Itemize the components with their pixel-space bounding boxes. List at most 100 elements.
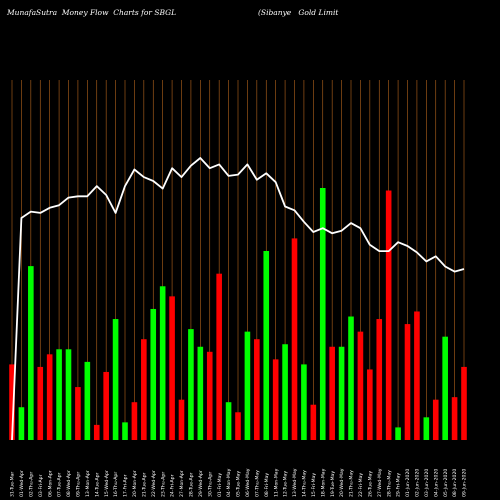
x-tick-label: 13-Mon-Apr: [85, 470, 91, 497]
money-flow-bar: [197, 346, 204, 440]
x-tick-label: 29-Wed-Apr: [198, 470, 204, 497]
x-tick-label: 17-Fri-Apr: [123, 474, 129, 497]
money-flow-bar: [244, 331, 251, 440]
x-tick-label: 28-Thu-May: [386, 470, 392, 497]
x-tick-label: 09-Thu-Apr: [76, 472, 82, 497]
money-flow-bar: [141, 339, 147, 440]
money-flow-bar: [188, 329, 194, 440]
money-flow-bar: [75, 387, 81, 440]
money-flow-bar: [37, 366, 44, 440]
money-flow-bar: [178, 399, 185, 440]
x-tick-label: 01-Fri-May: [217, 473, 223, 497]
money-flow-bar: [432, 399, 439, 440]
x-tick-label: 29-Fri-May: [396, 473, 402, 497]
money-flow-bar: [112, 319, 119, 440]
money-flow-bar: [395, 427, 401, 440]
x-tick-label: 14-Tue-Apr: [94, 472, 100, 497]
money-flow-bar: [254, 339, 260, 440]
money-flow-bar: [291, 238, 298, 440]
x-tick-label: 21-Tue-Apr: [141, 472, 147, 497]
money-flow-bar: [65, 349, 72, 440]
x-tick-label: 31-Tue-Mar: [10, 472, 16, 497]
x-tick-label: 02-Thu-Apr: [28, 472, 34, 497]
money-flow-bar: [385, 190, 392, 440]
money-flow-bar: [348, 316, 354, 440]
money-flow-bar: [282, 344, 288, 440]
x-tick-label: 16-Thu-Apr: [113, 472, 119, 497]
money-flow-bar: [357, 331, 364, 440]
x-tick-label: 03-Fri-Apr: [38, 474, 44, 497]
x-tick-label: 04-Jun-2020: [433, 469, 439, 497]
x-tick-label: 08-Jun-2020: [452, 469, 458, 497]
x-tick-label: 30-Thu-Apr: [207, 472, 213, 497]
x-tick-label: 27-Mon-Apr: [179, 470, 185, 497]
company-name: (Sibanye Gold Limit: [258, 8, 339, 17]
money-flow-bar: [263, 251, 270, 440]
money-flow-bar: [461, 366, 467, 440]
x-tick-label: 18-Mon-May: [320, 468, 326, 497]
x-tick-label: 21-Thu-May: [349, 470, 355, 497]
money-flow-bar: [150, 308, 157, 440]
x-tick-label: 15-Wed-Apr: [104, 470, 110, 497]
x-tick-label: 27-Wed-May: [377, 468, 383, 497]
money-flow-bar: [272, 359, 279, 440]
x-tick-label: 03-Jun-2020: [424, 469, 430, 497]
x-tick-label: 22-Fri-May: [358, 473, 364, 497]
x-tick-label: 06-Wed-May: [245, 468, 251, 497]
x-tick-label: 05-Tue-May: [236, 471, 242, 497]
money-flow-bar: [103, 371, 109, 440]
money-flow-bar: [404, 324, 411, 440]
money-flow-bar: [206, 351, 213, 440]
money-flow-bar: [338, 346, 345, 440]
money-flow-bar: [451, 397, 458, 440]
x-tick-label: 13-Wed-May: [292, 468, 298, 497]
money-flow-bar: [329, 346, 335, 440]
x-tick-label: 20-Mon-Apr: [132, 470, 138, 497]
x-tick-label: 01-Jun-2020: [405, 469, 411, 497]
money-flow-bar: [301, 364, 307, 440]
x-tick-label: 08-Fri-May: [264, 473, 270, 497]
money-flow-bar: [84, 361, 91, 440]
x-tick-label: 28-Tue-Apr: [189, 472, 195, 497]
x-tick-label: 22-Wed-Apr: [151, 470, 157, 497]
x-tick-label: 15-Fri-May: [311, 473, 317, 497]
money-flow-bar: [216, 273, 222, 440]
x-tick-label: 19-Tue-May: [330, 471, 336, 497]
money-flow-bar: [122, 422, 128, 440]
money-flow-bar: [225, 402, 232, 440]
x-tick-label: 26-Tue-May: [367, 471, 373, 497]
money-flow-bar: [235, 412, 241, 440]
money-flow-bar: [310, 404, 317, 440]
x-tick-label: 05-Jun-2020: [443, 469, 449, 497]
money-flow-bar: [56, 349, 62, 440]
x-tick-label: 24-Fri-Apr: [170, 474, 176, 497]
money-flow-bar: [28, 266, 34, 440]
money-flow-bar: [423, 417, 430, 440]
money-flow-bar: [442, 336, 448, 440]
money-flow-bar: [414, 311, 420, 440]
money-flow-bar: [319, 188, 326, 440]
x-tick-label: 11-Mon-May: [273, 468, 279, 497]
money-flow-bar: [46, 354, 53, 440]
x-tick-label: 01-Wed-Apr: [19, 470, 25, 497]
x-tick-label: 14-Thu-May: [302, 470, 308, 497]
chart-title: MunafaSutra Money Flow Charts for SBGL: [7, 8, 177, 17]
x-tick-label: 08-Wed-Apr: [66, 470, 72, 497]
price-line: [11, 157, 465, 441]
money-flow-bar: [9, 364, 15, 440]
x-tick-label: 12-Tue-May: [283, 471, 289, 497]
x-tick-label: 20-Wed-May: [339, 468, 345, 497]
x-tick-label: 23-Thu-Apr: [160, 472, 166, 497]
money-flow-bar: [18, 407, 25, 440]
x-tick-label: 09-Jun-2020: [462, 469, 468, 497]
money-flow-bar: [376, 319, 383, 440]
money-flow-bar: [367, 369, 373, 440]
x-tick-label: 04-Mon-May: [226, 468, 232, 497]
x-tick-label: 06-Mon-Apr: [47, 470, 53, 497]
x-tick-label: 07-Thu-May: [254, 470, 260, 497]
x-tick-label: 02-Jun-2020: [415, 469, 421, 497]
x-tick-label: 07-Tue-Apr: [57, 472, 63, 497]
money-flow-bar: [169, 296, 175, 440]
money-flow-bar: [159, 286, 166, 440]
